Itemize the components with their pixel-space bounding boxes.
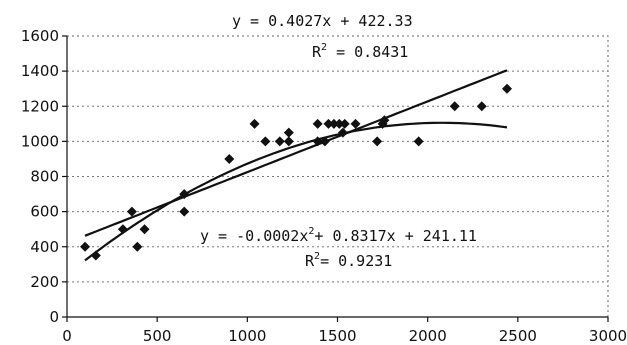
data-point [502, 83, 513, 94]
data-point [249, 118, 260, 129]
y-tick-label: 1400 [21, 62, 59, 80]
x-axis-ticks: 0 500 1000 1500 2000 2500 3000 [62, 317, 627, 345]
x-tick-label: 1500 [318, 327, 356, 345]
data-point [323, 118, 334, 129]
data-point [337, 127, 348, 138]
y-tick-label: 200 [30, 273, 59, 291]
y-tick-label: 400 [30, 238, 59, 256]
data-point [179, 189, 190, 200]
polynomial-equation-label: y = -0.0002x2+ 0.8317x + 241.11 [200, 226, 477, 245]
data-point [339, 118, 350, 129]
data-point [260, 136, 271, 147]
y-tick-label: 1600 [21, 27, 59, 45]
y-tick-label: 1200 [21, 97, 59, 115]
y-tick-label: 600 [30, 203, 59, 221]
data-point [132, 241, 143, 252]
data-point [476, 101, 487, 112]
y-tick-label: 0 [49, 308, 59, 326]
y-tick-label: 1000 [21, 132, 59, 150]
data-point [283, 136, 294, 147]
data-point [139, 224, 150, 235]
x-tick-label: 1000 [228, 327, 266, 345]
y-tick-label: 800 [30, 168, 59, 186]
data-point [449, 101, 460, 112]
x-tick-label: 500 [143, 327, 172, 345]
data-point [80, 241, 91, 252]
grid-lines [67, 70, 608, 283]
y-axis-ticks: 0 200 400 600 800 1000 1200 1400 1600 [21, 27, 67, 326]
data-point [328, 118, 339, 129]
linear-r2-label: R2 = 0.8431 [312, 42, 408, 61]
data-point [90, 250, 101, 261]
data-point [283, 127, 294, 138]
data-point [350, 118, 361, 129]
data-point [274, 136, 285, 147]
x-tick-label: 2000 [409, 327, 447, 345]
data-point [179, 206, 190, 217]
data-point [379, 115, 390, 126]
data-point [372, 136, 383, 147]
data-point [224, 153, 235, 164]
data-points [80, 83, 513, 261]
data-point [319, 136, 330, 147]
polynomial-r2-label: R2= 0.9231 [305, 251, 392, 270]
x-tick-label: 3000 [589, 327, 627, 345]
data-point [126, 206, 137, 217]
plot-area-frame [66, 35, 609, 318]
x-tick-label: 0 [62, 327, 72, 345]
data-point [413, 136, 424, 147]
trendlines [84, 69, 508, 262]
data-point [312, 136, 323, 147]
data-point [312, 118, 323, 129]
polynomial-trendline [84, 121, 508, 262]
linear-trendline [84, 69, 508, 237]
data-point [117, 224, 128, 235]
linear-equation-label: y = 0.4027x + 422.33 [232, 12, 413, 30]
x-tick-label: 2500 [499, 327, 537, 345]
data-point [334, 118, 345, 129]
